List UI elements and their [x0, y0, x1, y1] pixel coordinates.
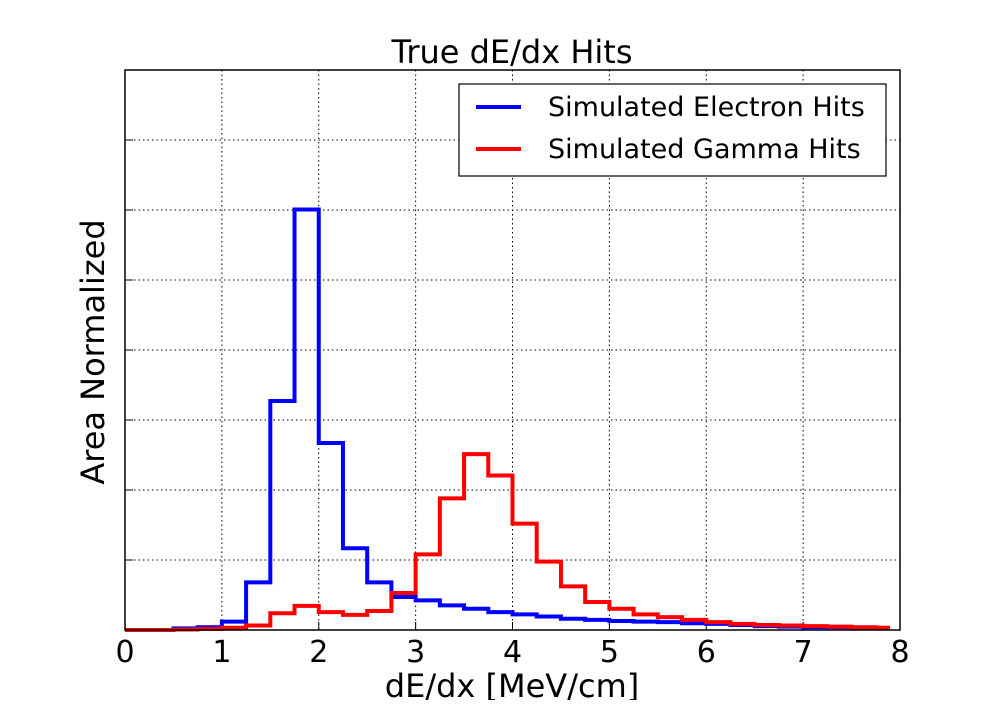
plot-frame — [124, 69, 901, 631]
histogram-series-1 — [125, 452, 890, 632]
x-tick-label-6: 6 — [697, 635, 716, 670]
histogram-line-1 — [125, 452, 890, 632]
x-tick-label-0: 0 — [115, 635, 134, 670]
x-axis-label: dE/dx [MeV/cm] — [385, 667, 639, 700]
x-tick-label-5: 5 — [600, 635, 619, 670]
legend-label-gamma: Simulated Gamma Hits — [548, 134, 861, 165]
legend-box — [458, 83, 887, 177]
x-tick-label-1: 1 — [212, 635, 231, 670]
legend-label-electron: Simulated Electron Hits — [548, 92, 865, 123]
x-tick-label-2: 2 — [309, 635, 328, 670]
y-axis-label: Area Normalized — [74, 219, 112, 484]
series-layer — [125, 207, 890, 632]
x-tick-label-4: 4 — [503, 635, 522, 670]
x-tick-label-7: 7 — [794, 635, 813, 670]
x-tick-label-8: 8 — [890, 635, 909, 670]
chart-title: True dE/dx Hits — [390, 33, 632, 71]
x-tick-label-3: 3 — [406, 635, 425, 670]
ticks-layer: 0 1 2 3 4 5 6 7 8 — [115, 139, 910, 670]
legend: Simulated Electron Hits Simulated Gamma … — [458, 83, 887, 177]
